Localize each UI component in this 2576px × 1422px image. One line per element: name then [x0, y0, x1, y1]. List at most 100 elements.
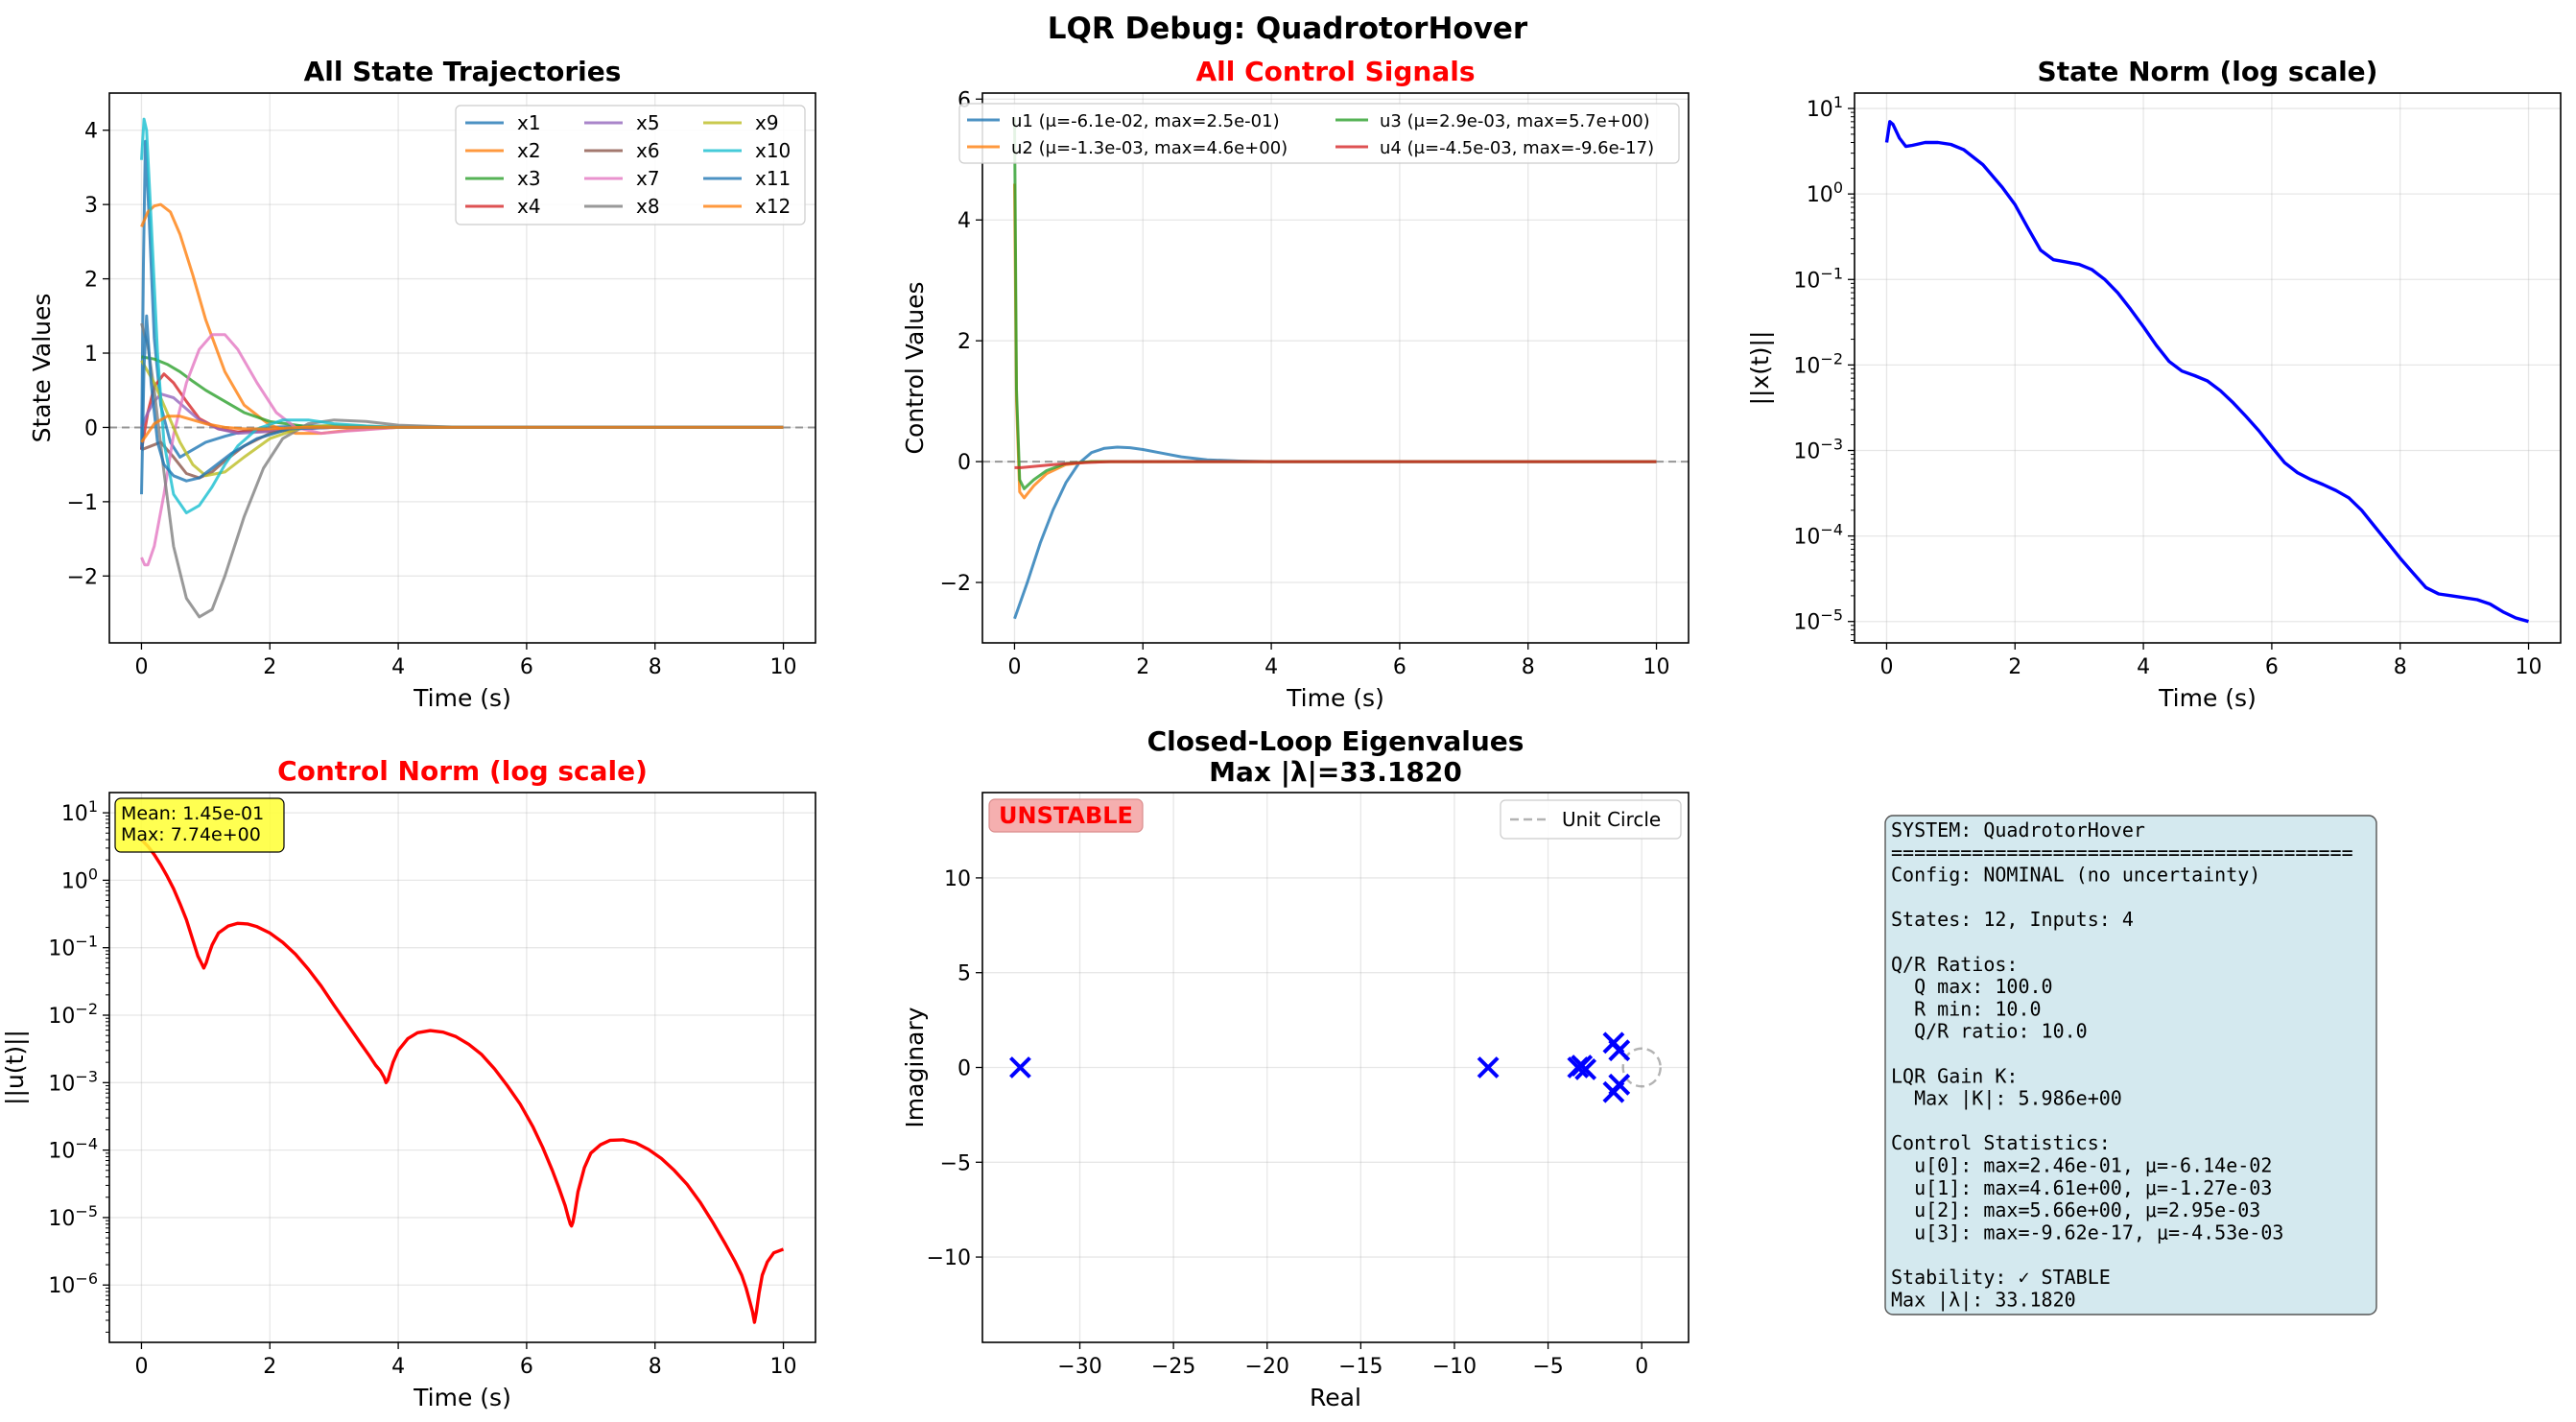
eigenvalue-marker — [1608, 1039, 1631, 1062]
series-line-8 — [140, 322, 784, 619]
x-tick-label: 2 — [263, 1355, 276, 1379]
stats-box-bg — [114, 797, 285, 853]
unstable-badge-text: UNSTABLE — [999, 802, 1133, 829]
info-panel-line: Q/R Ratios: — [1891, 953, 2018, 976]
eigenvalue-marker — [1574, 1058, 1597, 1080]
x-tick-label: 6 — [2265, 655, 2279, 679]
series-line-3 — [1013, 117, 1657, 490]
series-line-1 — [1884, 120, 2529, 624]
legend-box — [958, 103, 1680, 164]
x-tick-label: −5 — [1532, 1355, 1563, 1379]
y-tick-label: 10−4 — [1793, 521, 1843, 550]
unit-circle — [1621, 1047, 1662, 1088]
y-tick-label: 100 — [61, 865, 98, 893]
x-tick-label: 0 — [134, 655, 148, 679]
legend-label: x12 — [755, 195, 791, 218]
series-line-10 — [140, 117, 784, 514]
plot-subtitle: Max |λ|=33.1820 — [1209, 756, 1462, 788]
y-tick-label: 10−5 — [48, 1202, 98, 1231]
stats-box-text: Mean: 1.45e-01 Max: 7.74e+00 — [121, 803, 264, 845]
y-tick-label: 4 — [957, 209, 971, 233]
y-tick-label: 100 — [1807, 178, 1843, 207]
x-tick-label: −30 — [1057, 1355, 1101, 1379]
info-panel-box — [1884, 815, 2377, 1315]
legend-label: x5 — [636, 111, 660, 134]
legend-label: x3 — [517, 167, 541, 190]
legend: x1 x2 x3 x4 x5 x6 x7 x8 x9 x10 x11 x12 — [455, 105, 806, 225]
info-panel-line: u[2]: max=5.66e+00, μ=2.95e-03 — [1891, 1198, 2260, 1221]
y-tick-label: 10−1 — [48, 933, 98, 961]
info-panel-line: Q/R ratio: 10.0 — [1891, 1020, 2088, 1043]
y-tick-label: 10−3 — [48, 1067, 98, 1096]
x-axis-label: Time (s) — [413, 1384, 511, 1411]
y-tick-label: 10−6 — [48, 1269, 98, 1298]
series-line-11 — [140, 314, 784, 495]
series-line-7 — [140, 333, 784, 567]
y-tick-label: 10−2 — [1793, 349, 1843, 378]
axes-frame — [108, 92, 816, 644]
x-tick-label: 2 — [2008, 655, 2021, 679]
series-line-9 — [140, 360, 784, 478]
state-trajectories-plot: All State Trajectories 0 2 4 6 8 10 −2 −1 0 1 2 3 4 Ti… — [28, 56, 816, 712]
plot-area — [982, 93, 1689, 643]
legend-label: x11 — [755, 167, 791, 190]
info-panel-line: Max |K|: 5.986e+00 — [1891, 1087, 2122, 1110]
legend: Unit Circle — [1500, 799, 1682, 840]
plot-title: Closed-Loop Eigenvalues — [1147, 725, 1524, 757]
info-panel-line: Config: NOMINAL (no uncertainty) — [1891, 864, 2260, 887]
y-tick-label: 5 — [957, 962, 971, 986]
y-tick-label: −2 — [940, 572, 971, 596]
x-tick-label: 4 — [1264, 655, 1278, 679]
marker-stroke — [1574, 1058, 1597, 1080]
series-line-2 — [140, 202, 784, 436]
plot-title: All Control Signals — [1195, 56, 1475, 87]
x-axis-label: Real — [1310, 1384, 1361, 1411]
legend-box — [1500, 799, 1682, 840]
x-tick-label: 0 — [1879, 655, 1893, 679]
plot-title: All State Trajectories — [304, 56, 622, 87]
legend-label: x2 — [517, 139, 541, 162]
y-axis-label: Control Values — [901, 282, 929, 455]
x-tick-label: 4 — [391, 1355, 405, 1379]
y-tick-label: 10−1 — [1793, 264, 1843, 293]
plot-area — [109, 793, 815, 1342]
x-axis-label: Time (s) — [2158, 684, 2257, 712]
info-panel-line: u[1]: max=4.61e+00, μ=-1.27e-03 — [1891, 1176, 2272, 1199]
series-line-12 — [140, 415, 784, 443]
x-tick-label: 8 — [1522, 655, 1535, 679]
marker-stroke — [1608, 1039, 1631, 1062]
eigenvalue-marker — [1477, 1056, 1500, 1078]
axes-frame — [108, 792, 816, 1343]
x-tick-label: −25 — [1151, 1355, 1195, 1379]
y-tick-label: 3 — [84, 194, 98, 218]
x-tick-label: 8 — [2394, 655, 2407, 679]
x-tick-label: 10 — [2516, 655, 2542, 679]
y-axis-label: ||x(t)|| — [1746, 331, 1774, 406]
x-tick-label: 8 — [649, 1355, 662, 1379]
unstable-badge-bg — [988, 798, 1144, 833]
series-line-4 — [140, 372, 784, 450]
x-tick-label: −15 — [1338, 1355, 1383, 1379]
x-tick-label: −20 — [1245, 1355, 1289, 1379]
series-line-1 — [140, 838, 785, 1324]
legend-label: x8 — [636, 195, 660, 218]
info-panel-line: LQR Gain K: — [1891, 1064, 2018, 1087]
y-tick-label: 10−5 — [1793, 606, 1843, 635]
y-tick-label: 101 — [1807, 93, 1843, 122]
info-panel-line: Q max: 100.0 — [1891, 975, 2053, 998]
info-panel-line: SYSTEM: QuadrotorHover — [1891, 818, 2145, 841]
legend-label: u2 (μ=-1.3e-03, max=4.6e+00) — [1011, 138, 1288, 158]
series-line-4 — [1014, 460, 1657, 469]
x-tick-label: 2 — [1136, 655, 1149, 679]
axes-frame — [981, 792, 1690, 1343]
x-tick-label: 10 — [770, 1355, 797, 1379]
eigenvalue-marker — [1009, 1056, 1031, 1078]
eigenvalue-marker — [1608, 1073, 1631, 1096]
y-tick-label: 10−3 — [1793, 435, 1843, 463]
x-tick-label: 4 — [391, 655, 405, 679]
plot-area — [1855, 93, 2561, 643]
marker-stroke — [1009, 1056, 1031, 1078]
